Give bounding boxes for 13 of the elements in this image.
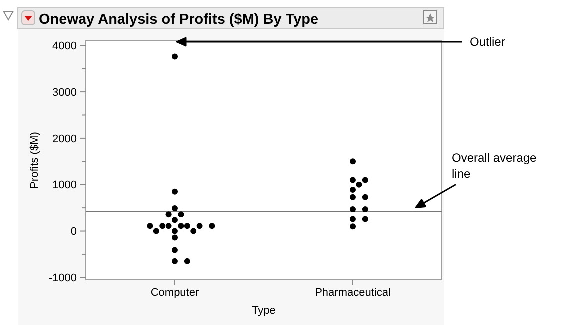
chart-title: Oneway Analysis of Profits ($M) By Type (39, 12, 319, 28)
x-tick-label: Pharmaceutical (315, 287, 391, 299)
y-tick-label: 1000 (52, 180, 77, 192)
x-axis-title: Type (252, 305, 276, 317)
y-tick-label: 2000 (52, 133, 77, 146)
y-tick-label: 3000 (52, 86, 77, 99)
text: Outlier (470, 35, 506, 50)
y-tick-label: 0 (70, 226, 77, 238)
y-tick-label: -1000 (48, 272, 77, 285)
ref-line-label: Overall average line (452, 150, 538, 181)
y-tick-label: 4000 (52, 40, 77, 52)
x-tick-label: Computer (150, 287, 200, 299)
y-axis-title: Profits ($M) (29, 132, 41, 189)
